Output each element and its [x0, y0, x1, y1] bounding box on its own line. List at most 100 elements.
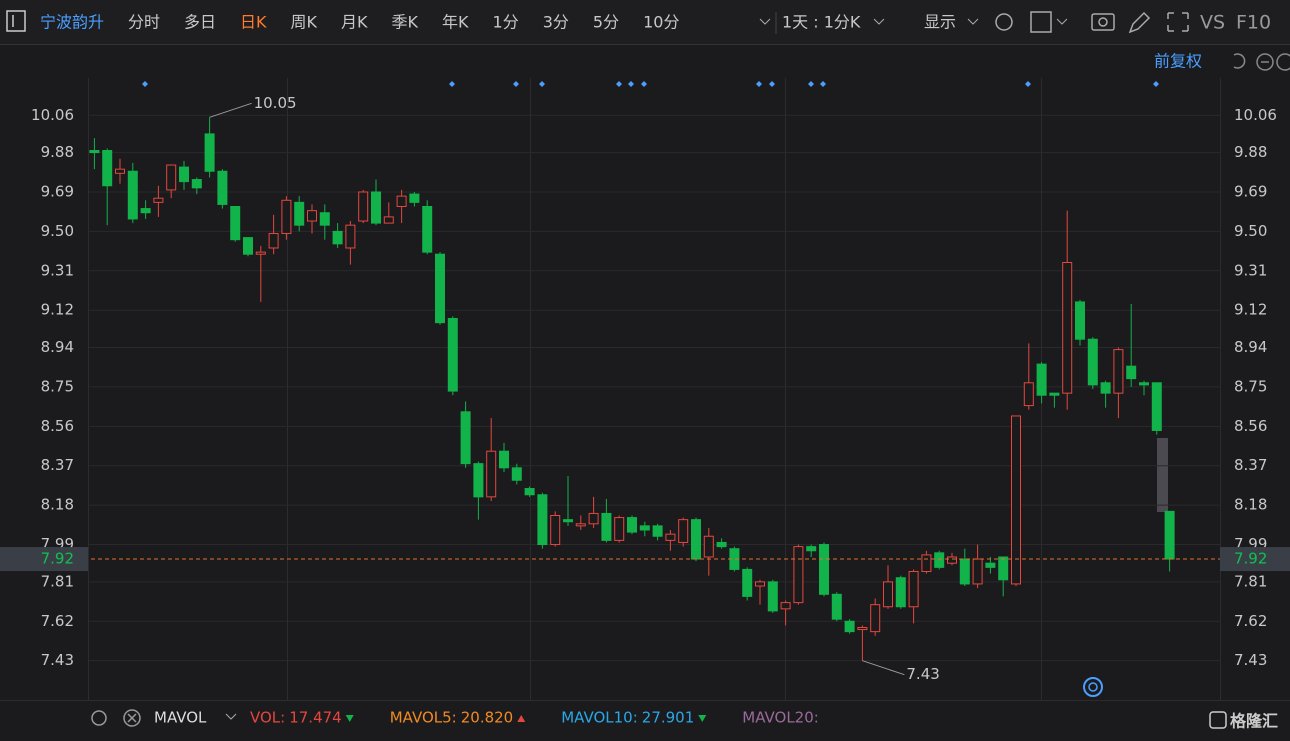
- low-annotation: 7.43: [906, 665, 939, 683]
- last-price-box-left: [0, 547, 88, 572]
- candle-body: [1023, 382, 1034, 407]
- vs-button[interactable]: VS: [1200, 12, 1225, 34]
- period-tab[interactable]: 3分: [543, 13, 569, 32]
- logo-icon: [1209, 711, 1227, 729]
- candle-body: [1062, 261, 1073, 394]
- indicator-label: MAVOL5:: [390, 709, 457, 727]
- period-tab[interactable]: 季K: [392, 13, 419, 32]
- period-tab[interactable]: 日K: [240, 13, 267, 32]
- candle-body: [460, 411, 471, 465]
- candle-body: [332, 230, 343, 245]
- fullscreen-icon[interactable]: [1167, 12, 1189, 32]
- y-tick-label-left: 8.75: [41, 377, 74, 395]
- candle-body: [409, 193, 420, 203]
- symbol[interactable]: 宁波韵升: [40, 13, 104, 32]
- toolbar-bg: [0, 0, 1290, 44]
- period-tab[interactable]: 1分: [493, 13, 519, 32]
- candle-body: [447, 317, 458, 392]
- panel-icon[interactable]: [6, 10, 26, 32]
- camera-lens: [1098, 17, 1108, 27]
- candle-body: [959, 558, 970, 585]
- y-tick-label-right: 9.69: [1234, 182, 1267, 200]
- candle-body: [1036, 363, 1047, 396]
- y-tick-label-left: 10.06: [31, 106, 74, 124]
- candle-body: [1075, 301, 1085, 340]
- candle-body: [844, 620, 855, 633]
- candle-body: [499, 450, 509, 469]
- candle-body: [972, 558, 983, 585]
- display-menu[interactable]: 显示: [924, 13, 956, 32]
- more-arrow[interactable]: [759, 18, 771, 25]
- search-icon-inner: [1088, 682, 1098, 692]
- candle-body: [307, 210, 317, 222]
- y-tick-label-right: 8.18: [1234, 496, 1267, 514]
- annotation-line: [862, 660, 905, 676]
- y-tick-label-left: 9.88: [41, 143, 74, 161]
- candle-body: [268, 232, 279, 249]
- candle-body: [601, 512, 612, 541]
- candle-body: [422, 206, 433, 253]
- candle-body: [755, 581, 765, 587]
- zoom-out-icon[interactable]: [1256, 53, 1274, 71]
- f10-button[interactable]: F10: [1236, 12, 1271, 34]
- candle-body: [127, 170, 138, 220]
- box-icon[interactable]: [1030, 11, 1052, 33]
- candle-body: [396, 195, 407, 208]
- candle-body: [665, 533, 676, 541]
- candle-body: [627, 517, 637, 533]
- y-tick-label-right: 8.75: [1234, 377, 1267, 395]
- candle-body: [908, 570, 919, 608]
- y-tick-label-left: 7.43: [41, 651, 74, 669]
- period-tab[interactable]: 周K: [291, 13, 318, 32]
- settings-icon[interactable]: [995, 13, 1013, 31]
- y-tick-label-left: 7.62: [41, 612, 74, 630]
- interval[interactable]: 1天 : 1分K: [782, 13, 861, 32]
- candle-body: [652, 525, 663, 537]
- candle-body: [191, 179, 202, 189]
- y-tick-label-left: 8.18: [41, 496, 74, 514]
- candle-body: [921, 554, 932, 572]
- candle-body: [153, 197, 164, 203]
- camera-icon[interactable]: [1091, 13, 1115, 31]
- candle-body: [524, 488, 535, 496]
- candle-body: [985, 562, 996, 568]
- indicator-close[interactable]: [123, 709, 141, 727]
- y-tick-label-right: 9.31: [1234, 261, 1267, 279]
- indicator-settings[interactable]: [91, 710, 107, 726]
- period-tab[interactable]: 多日: [184, 13, 216, 32]
- candle-body: [345, 224, 356, 249]
- period-tabs: 分时 多日 日K 周K 月K 季K 年K 1分 3分 5分 10分: [128, 13, 679, 32]
- y-tick-label-right: 9.12: [1234, 301, 1267, 319]
- period-tab[interactable]: 分时: [128, 13, 160, 32]
- candle-body: [294, 201, 305, 226]
- indicator-name[interactable]: MAVOL: [154, 709, 207, 727]
- candle-body: [537, 494, 548, 546]
- candle-body: [588, 512, 599, 525]
- last-price-label-right: 7.92: [1234, 550, 1267, 568]
- indicator-value: 20.820: [461, 709, 514, 727]
- period-tab[interactable]: 年K: [442, 13, 469, 32]
- candle-body: [716, 541, 727, 548]
- search-icon[interactable]: [1083, 677, 1103, 697]
- candle-body: [89, 150, 100, 154]
- candle-body: [998, 556, 1009, 581]
- period-tab[interactable]: 10分: [643, 13, 679, 32]
- display-arrow: [967, 18, 979, 25]
- candle-body: [767, 581, 778, 612]
- period-tab[interactable]: 月K: [341, 13, 368, 32]
- reset-icon[interactable]: [1233, 53, 1246, 69]
- pen-icon[interactable]: [1128, 11, 1151, 34]
- candle-body: [319, 212, 330, 226]
- adjust-menu[interactable]: 前复权: [1154, 52, 1202, 71]
- period-tab[interactable]: 5分: [593, 13, 619, 32]
- candle-body: [934, 552, 945, 568]
- zoom-in-icon[interactable]: [1276, 53, 1290, 71]
- interval-arrow: [873, 18, 885, 25]
- y-tick-label-left: 7.81: [41, 572, 74, 590]
- candle-body: [857, 626, 868, 631]
- candle-body: [166, 164, 177, 191]
- indicator-close-x: [127, 713, 137, 723]
